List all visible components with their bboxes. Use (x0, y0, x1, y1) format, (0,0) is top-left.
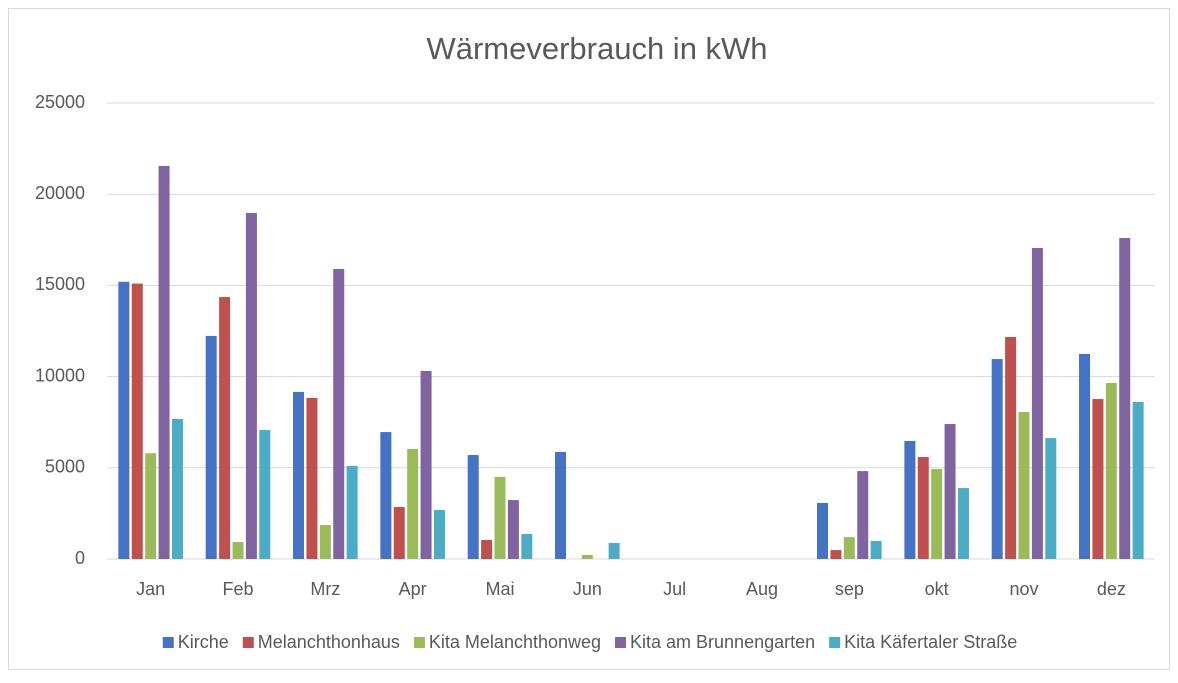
bar (158, 165, 170, 560)
x-tick-label: Jul (663, 579, 686, 599)
bar (1079, 353, 1091, 559)
x-tick-label: Jan (136, 579, 165, 599)
x-tick-label: dez (1097, 579, 1126, 599)
x-tick-label: Mai (485, 579, 514, 599)
bar (1005, 337, 1017, 559)
bar (131, 283, 143, 559)
bar (171, 418, 183, 559)
chart-border (8, 8, 1170, 670)
x-tick-label: Mrz (310, 579, 340, 599)
bar (393, 507, 405, 559)
bar (555, 451, 567, 559)
y-tick-label: 25000 (35, 92, 85, 112)
bar (507, 500, 519, 559)
bar (481, 540, 493, 559)
bar (380, 432, 392, 559)
x-tick-label: Jun (573, 579, 602, 599)
y-tick-label: 10000 (35, 365, 85, 385)
bar (1018, 411, 1030, 559)
bar (581, 554, 593, 559)
bar (857, 471, 869, 559)
bar (917, 457, 929, 559)
bar (1031, 248, 1043, 559)
bar (843, 537, 855, 559)
chart-title: Wärmeverbrauch in kWh (426, 31, 767, 66)
bar (433, 509, 445, 559)
bar (1092, 399, 1104, 559)
legend-label: Kirche (178, 632, 229, 652)
legend-label: Kita Melanchthonweg (429, 632, 601, 652)
legend-label: Melanchthonhaus (258, 632, 400, 652)
bar (494, 476, 506, 559)
y-tick-label: 15000 (35, 274, 85, 294)
legend-swatch (829, 637, 841, 648)
x-tick-label: Apr (399, 579, 427, 599)
bar (830, 550, 842, 559)
bar (245, 212, 257, 560)
bar (259, 430, 271, 559)
bar (293, 391, 305, 559)
x-tick-label: Feb (222, 579, 253, 599)
bar (944, 424, 956, 559)
bar (1045, 438, 1057, 559)
bar (817, 503, 829, 559)
bar (232, 542, 244, 559)
x-tick-label: nov (1009, 579, 1038, 599)
bar (870, 540, 882, 559)
legend-swatch (413, 637, 425, 648)
bar (608, 542, 620, 559)
legend-label: Kita am Brunnengarten (630, 632, 815, 652)
bar (521, 534, 533, 559)
bar (957, 488, 969, 559)
bar (1119, 237, 1131, 559)
bar (467, 455, 479, 559)
bar (931, 469, 943, 559)
legend-swatch (242, 637, 254, 648)
y-tick-label: 20000 (35, 183, 85, 203)
bar (346, 465, 358, 559)
bar (306, 397, 318, 559)
bar (219, 297, 231, 559)
legend-swatch (162, 637, 174, 648)
y-tick-label: 5000 (45, 457, 85, 477)
bar (1105, 382, 1117, 559)
bar (319, 525, 331, 559)
bar (118, 281, 130, 559)
bar (205, 335, 217, 559)
bar (1132, 401, 1144, 559)
legend-swatch (615, 637, 627, 648)
x-tick-label: Aug (746, 579, 778, 599)
y-tick-label: 0 (75, 548, 85, 568)
legend-label: Kita Käfertaler Straße (844, 632, 1017, 652)
x-tick-label: okt (925, 579, 949, 599)
x-tick-label: sep (835, 579, 864, 599)
bar (333, 268, 345, 559)
bar (145, 453, 157, 559)
bar (407, 449, 419, 559)
bar (904, 440, 916, 559)
bar (420, 370, 432, 559)
bar (991, 359, 1003, 559)
